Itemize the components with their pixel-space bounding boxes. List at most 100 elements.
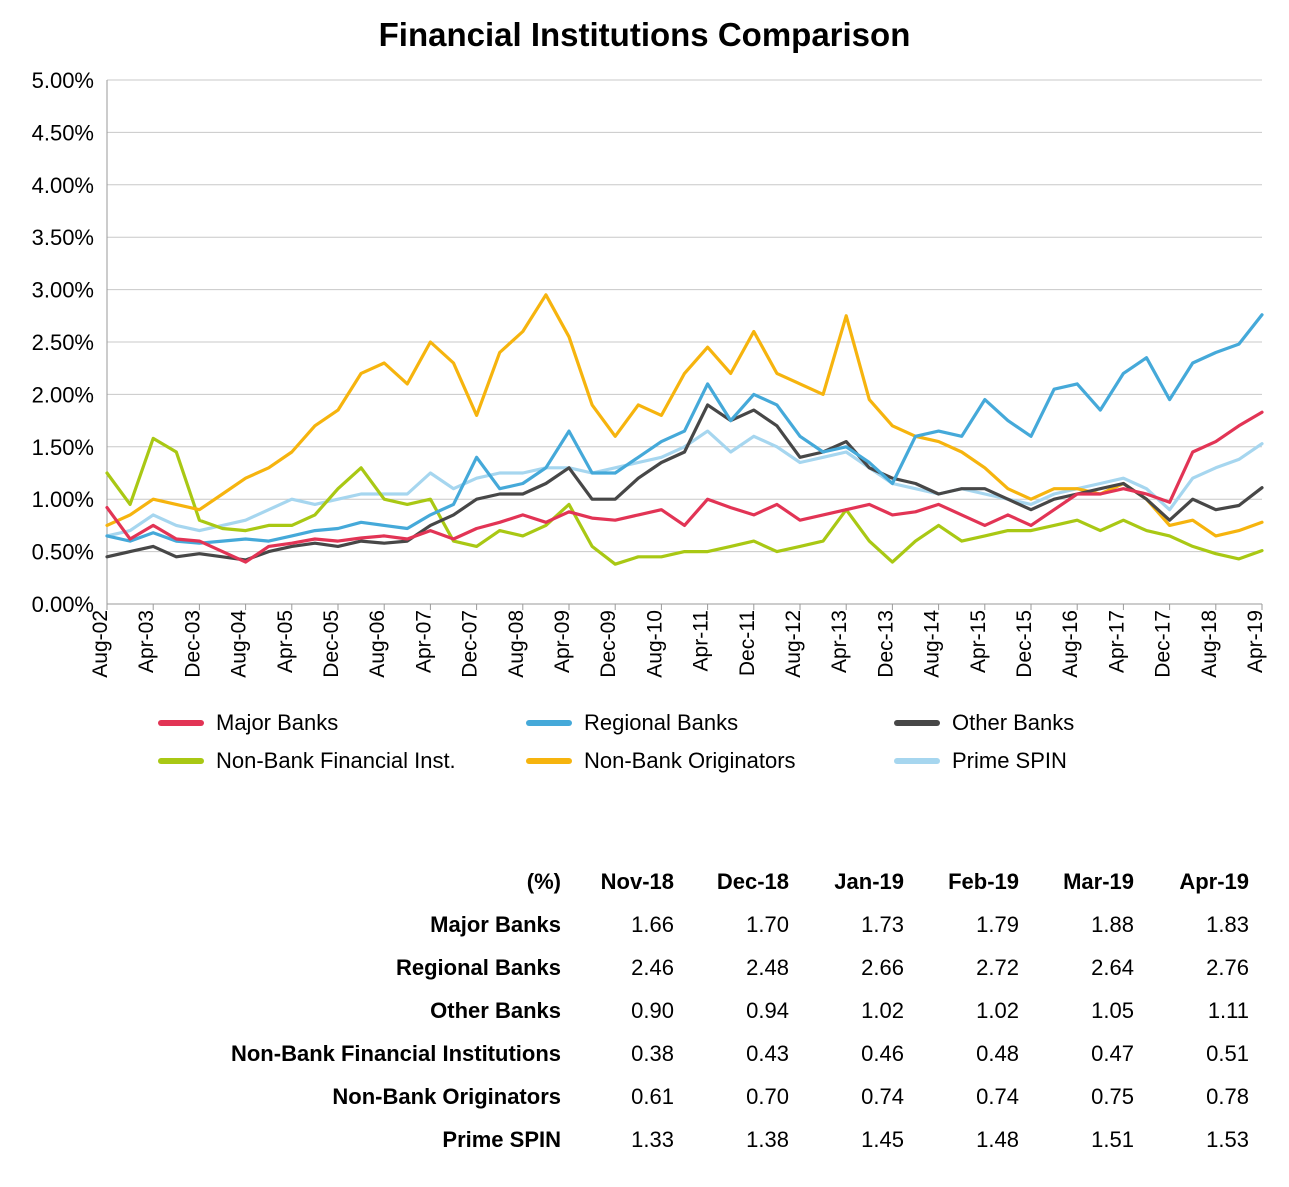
- y-axis-label: 1.00%: [32, 487, 94, 512]
- chart-title: Financial Institutions Comparison: [378, 16, 911, 53]
- x-axis-label: Aug-16: [1059, 610, 1082, 678]
- table-cell: 2.46: [631, 954, 674, 980]
- table-column-header: Nov-18: [600, 868, 674, 894]
- legend-swatch-non-bank-financial-inst: [158, 758, 204, 764]
- x-axis-label: Apr-15: [967, 610, 990, 673]
- series-line-prime-spin: [105, 429, 1264, 538]
- table-cell: 0.48: [976, 1040, 1019, 1066]
- table-cell: 0.74: [976, 1083, 1019, 1109]
- x-axis-label: Dec-15: [1013, 610, 1036, 678]
- table-cell: 1.38: [746, 1126, 789, 1152]
- table-cell: 0.61: [631, 1083, 674, 1109]
- table-column-header: Mar-19: [1063, 868, 1134, 894]
- table-unit-header: (%): [526, 868, 561, 894]
- x-axis-label: Aug-08: [505, 610, 528, 678]
- y-axis-label: 2.00%: [32, 382, 94, 407]
- x-axis-label: Apr-03: [135, 610, 158, 673]
- y-axis-label: 2.50%: [32, 330, 94, 355]
- table-header-row: (%) Nov-18 Dec-18 Jan-19 Feb-19 Mar-19 Apr-19: [0, 860, 1289, 903]
- table-cell: 0.78: [1206, 1083, 1249, 1109]
- legend-swatch-major-banks: [158, 720, 204, 726]
- table-cell: 1.66: [631, 911, 674, 937]
- series-line-other-banks: [105, 403, 1264, 562]
- x-axis-label: Dec-09: [597, 610, 620, 678]
- table-cell: 0.51: [1206, 1040, 1249, 1066]
- table-cell: 1.53: [1206, 1126, 1249, 1152]
- x-axis-label: Aug-14: [921, 610, 944, 678]
- y-axis-label: 4.00%: [32, 173, 94, 198]
- legend-label: Prime SPIN: [952, 748, 1067, 773]
- legend-label: Other Banks: [952, 710, 1075, 735]
- table-cell: 1.11: [1207, 997, 1249, 1023]
- table-row-label: Non-Bank Originators: [332, 1083, 561, 1109]
- x-axis-label: Aug-02: [89, 610, 112, 678]
- table-row-label: Major Banks: [430, 911, 561, 937]
- table-cell: 1.70: [746, 911, 789, 937]
- series-line-non-bank-originators: [105, 293, 1264, 538]
- legend-label: Regional Banks: [584, 710, 739, 735]
- y-axis-label: 1.50%: [32, 435, 94, 460]
- series-line-regional-banks: [105, 313, 1264, 545]
- table-cell: 1.88: [1091, 911, 1134, 937]
- table-row-non-bank-originators: Non-Bank Originators 0.61 0.70 0.74 0.74 0.75…: [0, 1075, 1289, 1118]
- table-column-header: Jan-19: [834, 868, 904, 894]
- table-cell: 0.47: [1091, 1040, 1134, 1066]
- legend-item-non-bank-financial-inst: Non-Bank Financial Inst.: [158, 748, 526, 774]
- table-column-header: Feb-19: [948, 868, 1019, 894]
- table-cell: 2.66: [861, 954, 904, 980]
- legend-swatch-regional-banks: [526, 720, 572, 726]
- table-cell: 0.90: [631, 997, 674, 1023]
- legend-item-regional-banks: Regional Banks: [526, 710, 894, 736]
- table-cell: 1.51: [1091, 1126, 1134, 1152]
- x-axis-label: Apr-09: [551, 610, 574, 673]
- chart-page: Financial Institutions Comparison 0.00% 0…: [0, 16, 1289, 1161]
- x-axis-label: Dec-05: [320, 610, 343, 678]
- table-row-label: Prime SPIN: [442, 1126, 561, 1152]
- table-cell: 0.38: [631, 1040, 674, 1066]
- legend-swatch-prime-spin: [894, 758, 940, 764]
- x-axis-label: Apr-17: [1105, 610, 1128, 673]
- table-cell: 0.46: [861, 1040, 904, 1066]
- table-cell: 1.05: [1091, 997, 1134, 1023]
- table-cell: 2.64: [1091, 954, 1134, 980]
- table-row-label: Non-Bank Financial Institutions: [230, 1040, 561, 1066]
- x-axis-label: Apr-13: [828, 610, 851, 673]
- legend-item-major-banks: Major Banks: [158, 710, 526, 736]
- x-axis-label: Aug-18: [1198, 610, 1221, 678]
- table-cell: 1.48: [976, 1126, 1019, 1152]
- table-column-header: Dec-18: [716, 868, 789, 894]
- table-cell: 0.74: [861, 1083, 904, 1109]
- table-cell: 0.70: [746, 1083, 789, 1109]
- y-axis-label: 3.50%: [32, 225, 94, 250]
- legend-swatch-non-bank-originators: [526, 758, 572, 764]
- table-cell: 2.72: [976, 954, 1019, 980]
- y-axis-label: 5.00%: [32, 68, 94, 93]
- series-line-major-banks: [105, 410, 1264, 564]
- table-cell: 1.73: [861, 911, 904, 937]
- legend-label: Non-Bank Originators: [584, 748, 796, 773]
- line-chart: 0.00% 0.50% 1.00% 1.50% 2.00% 2.50% 3.00% 3.50%…: [0, 58, 1289, 708]
- table-cell: 1.45: [861, 1126, 904, 1152]
- x-axis-label: Dec-11: [736, 610, 759, 676]
- y-axis-label: 0.00%: [32, 592, 94, 617]
- x-axis-label: Apr-05: [274, 610, 297, 673]
- chart-legend: Major Banks Regional Banks Other Banks Non-…: [158, 710, 1289, 774]
- x-axis-label: Aug-04: [228, 610, 251, 678]
- series-line-non-bank-financial-inst: [105, 436, 1264, 566]
- table-column-header: Apr-19: [1179, 868, 1249, 894]
- table-cell: 0.75: [1091, 1083, 1134, 1109]
- table-cell: 2.76: [1206, 954, 1249, 980]
- legend-item-other-banks: Other Banks: [894, 710, 1194, 736]
- legend-swatch-other-banks: [894, 720, 940, 726]
- table-cell: 1.02: [976, 997, 1019, 1023]
- table-row-prime-spin: Prime SPIN 1.33 1.38 1.45 1.48 1.51 1.53: [0, 1118, 1289, 1161]
- table-row-label: Regional Banks: [395, 954, 561, 980]
- x-axis-label: Apr-19: [1244, 610, 1267, 673]
- table-cell: 1.33: [631, 1126, 674, 1152]
- chart-svg: 0.00% 0.50% 1.00% 1.50% 2.00% 2.50% 3.00% 3.50%…: [32, 68, 1267, 678]
- table-row-other-banks: Other Banks 0.90 0.94 1.02 1.02 1.05 1.11: [0, 989, 1289, 1032]
- y-axis-label: 4.50%: [32, 120, 94, 145]
- table-cell: 1.83: [1206, 911, 1249, 937]
- x-axis-label: Dec-13: [874, 610, 897, 678]
- x-axis-label: Aug-12: [782, 610, 805, 678]
